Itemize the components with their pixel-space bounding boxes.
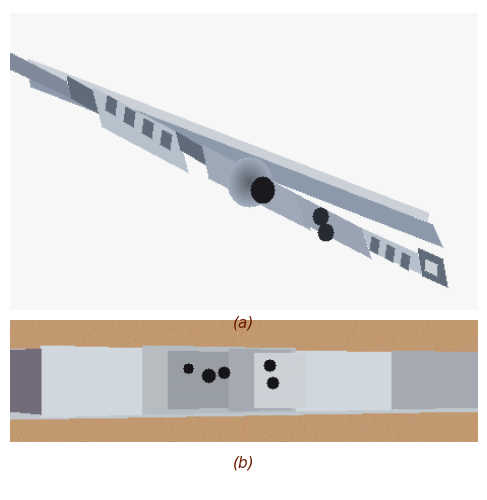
Text: (b): (b) (233, 455, 254, 470)
Text: (a): (a) (233, 315, 254, 330)
